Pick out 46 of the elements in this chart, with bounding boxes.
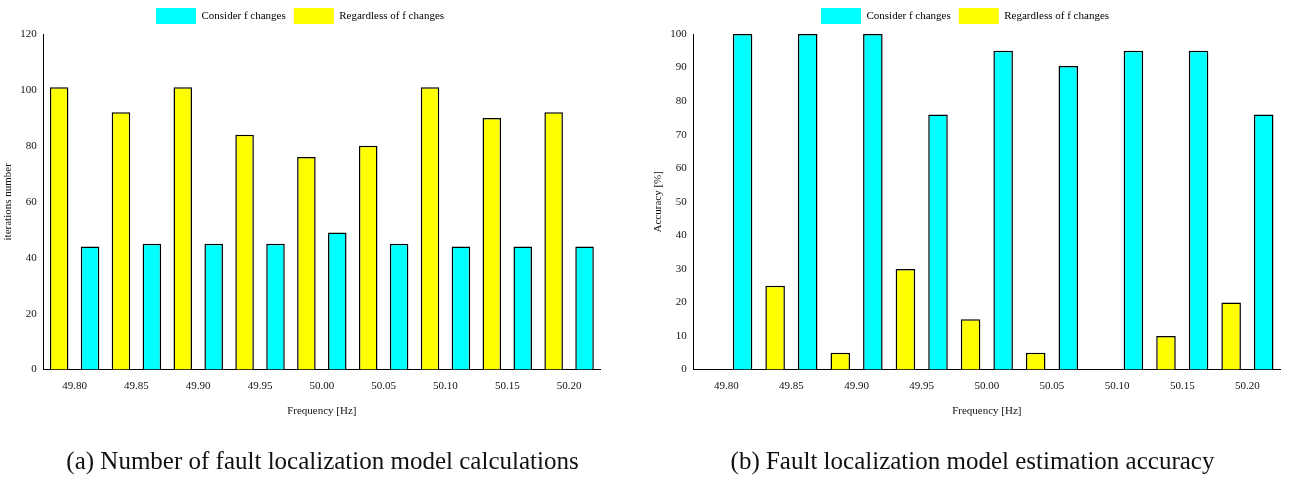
x-tick-label: 50.20 bbox=[556, 379, 582, 392]
y-tick-label: 60 bbox=[25, 194, 38, 207]
y-tick-label: 90 bbox=[675, 60, 688, 73]
y-tick-label: 70 bbox=[675, 127, 688, 140]
x-tick-label: 50.00 bbox=[309, 379, 335, 392]
x-tick-label: 49.90 bbox=[844, 379, 870, 392]
x-tick-label: 50.20 bbox=[1235, 379, 1261, 392]
y-axis-title: iterations number bbox=[1, 162, 14, 241]
y-tick-label: 50 bbox=[675, 194, 688, 207]
text: (b) Fault localization model estimation accuracy bbox=[729, 447, 1216, 475]
x-tick-label: 49.80 bbox=[713, 379, 740, 392]
x-tick-label: 50.15 bbox=[1169, 379, 1196, 392]
y-tick-label: 100 bbox=[670, 26, 688, 39]
legend-label: Regardless of f changes bbox=[339, 8, 445, 21]
x-tick-label: 50.05 bbox=[371, 379, 397, 392]
x-tick-label: 49.95 bbox=[247, 379, 273, 392]
x-tick-label: 50.10 bbox=[433, 379, 459, 392]
x-tick-label: 49.95 bbox=[909, 379, 935, 392]
y-tick-label: 80 bbox=[25, 138, 38, 151]
x-axis-title: Frequency [Hz] bbox=[287, 404, 357, 417]
x-tick-label: 50.10 bbox=[1104, 379, 1131, 392]
legend-label: Consider f changes bbox=[866, 8, 951, 21]
x-tick-label: 49.90 bbox=[185, 379, 212, 392]
y-tick-label: 20 bbox=[25, 306, 38, 319]
legend-label: Consider f changes bbox=[201, 8, 286, 21]
y-tick-label: 30 bbox=[675, 261, 688, 274]
x-tick-label: 49.85 bbox=[779, 379, 805, 392]
x-tick-label: 50.15 bbox=[494, 379, 521, 392]
y-tick-label: 20 bbox=[675, 295, 688, 308]
y-axis-title: Accuracy [%] bbox=[651, 171, 664, 233]
x-tick-label: 49.85 bbox=[124, 379, 150, 392]
y-tick-label: 0 bbox=[681, 362, 688, 375]
y-tick-label: 0 bbox=[31, 362, 38, 375]
text: (a) Number of fault localization model calculations bbox=[65, 447, 580, 475]
y-tick-label: 40 bbox=[25, 250, 38, 263]
x-tick-label: 50.05 bbox=[1039, 379, 1065, 392]
y-tick-label: 40 bbox=[675, 228, 688, 241]
x-tick-label: 50.00 bbox=[974, 379, 1000, 392]
legend-label: Regardless of f changes bbox=[1004, 8, 1110, 21]
y-tick-label: 100 bbox=[20, 82, 38, 95]
y-tick-label: 120 bbox=[20, 26, 38, 39]
y-tick-label: 60 bbox=[675, 161, 688, 174]
y-tick-label: 80 bbox=[675, 94, 688, 107]
x-tick-label: 49.80 bbox=[62, 379, 88, 392]
y-tick-label: 10 bbox=[675, 328, 688, 341]
x-axis-title: Frequency [Hz] bbox=[952, 404, 1022, 417]
